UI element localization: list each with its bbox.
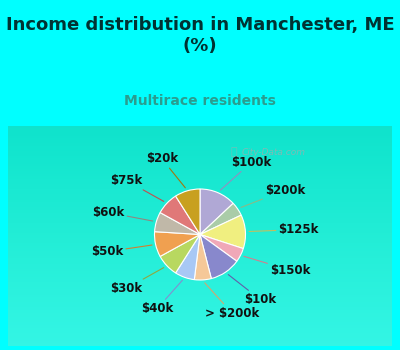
Text: Income distribution in Manchester, ME
(%): Income distribution in Manchester, ME (%… — [6, 16, 394, 55]
Wedge shape — [176, 234, 200, 280]
Wedge shape — [154, 212, 200, 234]
Text: $30k: $30k — [110, 268, 164, 295]
Wedge shape — [160, 196, 200, 235]
Text: $125k: $125k — [249, 223, 319, 236]
Text: $50k: $50k — [91, 245, 152, 258]
Wedge shape — [176, 189, 200, 234]
Text: $60k: $60k — [92, 206, 153, 221]
Wedge shape — [154, 232, 200, 257]
Text: $10k: $10k — [228, 274, 276, 306]
Wedge shape — [200, 234, 237, 279]
Text: $200k: $200k — [241, 184, 305, 208]
Text: Multirace residents: Multirace residents — [124, 94, 276, 108]
Text: $40k: $40k — [141, 280, 182, 315]
Text: $150k: $150k — [244, 256, 310, 277]
Text: > $200k: > $200k — [205, 283, 259, 320]
Text: ⌕: ⌕ — [231, 147, 238, 157]
Text: $100k: $100k — [220, 156, 272, 190]
Wedge shape — [200, 215, 246, 248]
Wedge shape — [200, 203, 241, 235]
Text: $75k: $75k — [110, 174, 164, 201]
Wedge shape — [200, 189, 233, 234]
Wedge shape — [194, 234, 211, 280]
Wedge shape — [200, 234, 243, 261]
Text: $20k: $20k — [146, 152, 185, 188]
Wedge shape — [160, 234, 200, 273]
Text: City-Data.com: City-Data.com — [242, 148, 306, 157]
